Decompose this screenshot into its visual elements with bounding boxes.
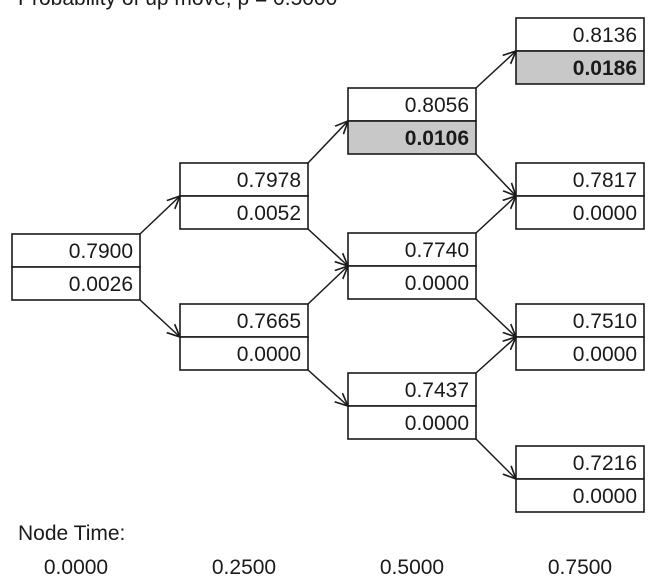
node-option-cell (347, 265, 477, 300)
up-move-arrow (307, 266, 348, 305)
tree-node: 0.7665 0.0000 (179, 303, 309, 371)
tree-node: 0.8136 0.0186 (515, 17, 645, 85)
node-option-value: 0.0000 (573, 343, 637, 366)
node-option-value: 0.0000 (405, 412, 469, 435)
down-move-arrow (475, 438, 516, 479)
node-option-value: 0.0000 (573, 202, 637, 225)
node-option-cell (515, 336, 645, 371)
node-time-label: Node Time: (18, 522, 126, 545)
node-time-value: 0.2500 (211, 556, 277, 579)
node-option-cell (515, 195, 645, 230)
node-value-cell (515, 445, 645, 480)
node-value: 0.8056 (405, 94, 469, 117)
up-move-arrow (475, 51, 516, 89)
node-option-cell (11, 266, 141, 301)
tree-node: 0.8056 0.0106 (347, 87, 477, 155)
node-value: 0.7437 (405, 379, 469, 402)
down-move-arrow (475, 298, 516, 337)
node-option-value: 0.0000 (405, 272, 469, 295)
node-value-cell (515, 17, 645, 52)
node-value: 0.7510 (573, 310, 637, 333)
tree-node: 0.7740 0.0000 (347, 232, 477, 300)
tree-node: 0.7817 0.0000 (515, 162, 645, 230)
node-value: 0.7740 (405, 239, 469, 262)
node-exercise-cell-highlighted (515, 50, 645, 85)
node-option-value: 0.0000 (573, 485, 637, 508)
down-move-arrow (307, 369, 348, 406)
node-time-value: 0.7500 (547, 556, 613, 579)
tree-node: 0.7510 0.0000 (515, 303, 645, 371)
node-value-cell (347, 372, 477, 407)
up-move-arrow (139, 196, 180, 235)
node-option-cell (347, 405, 477, 440)
node-value-cell (515, 303, 645, 338)
up-move-arrow (307, 121, 348, 164)
down-move-arrow (139, 299, 180, 337)
node-value: 0.7978 (237, 169, 301, 192)
tree-node: 0.7216 0.0000 (515, 445, 645, 513)
node-value: 0.7817 (573, 169, 637, 192)
node-value-cell (515, 162, 645, 197)
node-time-value: 0.5000 (379, 556, 445, 579)
up-move-arrow (475, 337, 516, 374)
node-value: 0.7900 (69, 240, 133, 263)
up-move-arrow (475, 196, 516, 234)
node-value: 0.7665 (237, 310, 301, 333)
node-value-cell (347, 232, 477, 267)
down-move-arrow (475, 153, 516, 196)
tree-node: 0.7978 0.0052 (179, 162, 309, 230)
node-option-cell (179, 195, 309, 230)
node-option-value: 0.0052 (237, 202, 301, 225)
node-exercise-cell-highlighted (347, 120, 477, 155)
probability-label: Probability of up move, p = 0.5000 (18, 0, 337, 11)
down-move-arrow (307, 228, 348, 266)
node-option-cell (515, 478, 645, 513)
tree-node: 0.7437 0.0000 (347, 372, 477, 440)
tree-node: 0.7900 0.0026 (11, 233, 141, 301)
node-time-value: 0.0000 (43, 556, 109, 579)
node-option-value: 0.0106 (405, 127, 469, 150)
node-option-value: 0.0000 (237, 343, 301, 366)
node-option-value: 0.0026 (69, 273, 133, 296)
node-option-value: 0.0186 (573, 57, 637, 80)
node-value-cell (179, 162, 309, 197)
node-value: 0.8136 (573, 24, 637, 47)
node-option-cell (179, 336, 309, 371)
node-value: 0.7216 (573, 452, 637, 475)
